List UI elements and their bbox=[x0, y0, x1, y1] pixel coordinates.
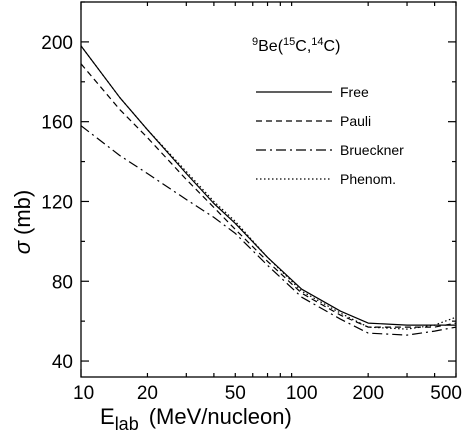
y-tick-label: 120 bbox=[41, 192, 73, 213]
x-tick-label: 500 bbox=[430, 383, 462, 404]
series-line-pauli bbox=[80, 63, 457, 328]
x-axis-subscript: lab bbox=[115, 414, 139, 434]
legend-label: Phenom. bbox=[340, 171, 396, 187]
title-projectile: C, bbox=[295, 38, 311, 55]
x-axis-title: Elab (MeV/nucleon) bbox=[100, 404, 292, 434]
title-target-mass: 9 bbox=[252, 36, 258, 48]
x-tick-label: 50 bbox=[225, 383, 246, 404]
x-tick-label: 20 bbox=[137, 383, 158, 404]
y-axis-title-group: σ (mb) bbox=[10, 190, 35, 255]
y-tick-label: 160 bbox=[41, 113, 73, 134]
y-axis-title: σ (mb) bbox=[10, 190, 35, 255]
y-tick-label: 40 bbox=[52, 352, 73, 373]
x-axis-symbol: E bbox=[100, 404, 115, 429]
series-line-free bbox=[80, 45, 456, 326]
legend-label: Pauli bbox=[340, 113, 371, 129]
title-projectile-mass: 15 bbox=[283, 36, 295, 48]
x-tick-label: 200 bbox=[352, 383, 384, 404]
y-tick-label: 200 bbox=[41, 33, 73, 54]
series-line-phenom bbox=[80, 45, 457, 330]
plot-frame bbox=[80, 1, 457, 378]
x-tick-label: 100 bbox=[286, 383, 318, 404]
y-axis-symbol: σ bbox=[10, 240, 35, 254]
legend-label: Free bbox=[340, 84, 369, 100]
title-fragment-mass: 14 bbox=[311, 36, 323, 48]
title-target: Be( bbox=[258, 38, 284, 55]
title-fragment: C) bbox=[324, 38, 341, 55]
chart-body: 40 80 120 160 200 10 20 50 100 200 500 Free Pauli Bru… bbox=[41, 1, 462, 404]
series-line-brueckner bbox=[80, 125, 457, 336]
chart-title: 9Be(15C,14C) bbox=[252, 36, 340, 55]
x-axis-units: (MeV/nucleon) bbox=[149, 404, 292, 429]
legend-label: Brueckner bbox=[340, 142, 404, 158]
x-tick-label: 10 bbox=[73, 383, 94, 404]
y-axis-units: (mb) bbox=[10, 190, 35, 235]
y-tick-label: 80 bbox=[52, 272, 73, 293]
